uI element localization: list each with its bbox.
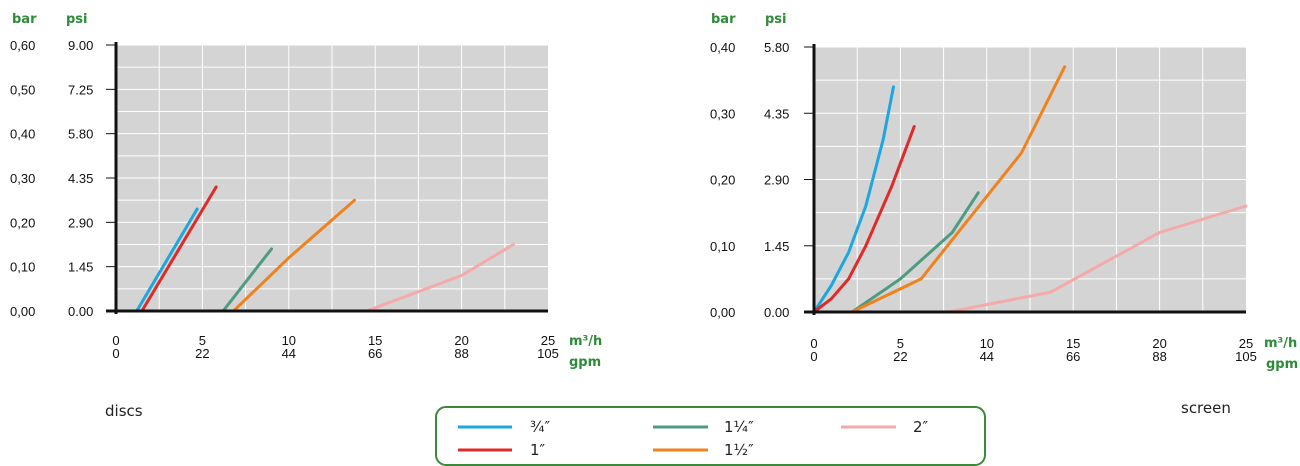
x-tick-label-m3h: 5 (199, 333, 206, 348)
x-tick-label-m3h: 15 (1066, 336, 1080, 351)
x-tick-label-gpm: 0 (112, 346, 119, 361)
y-tick-label-psi: 0.00 (68, 304, 93, 319)
x-tick-label-gpm: 0 (810, 349, 817, 364)
y-tick-label-bar: 0,10 (710, 239, 735, 254)
series-line-1½″ (232, 198, 356, 313)
tick-labels: 0,00 0.00 0,10 1.45 0,20 2.90 0,30 4.35 0,40 5.80… (710, 40, 1257, 364)
screen-chart: 0,00 0.00 0,10 1.45 0,20 2.90 0,30 4.35 0,40 5.80… (710, 12, 1298, 417)
y-tick-label-psi: 5.80 (68, 127, 93, 142)
y-unit-bar: bar (711, 12, 736, 27)
grid-lines (814, 46, 1246, 312)
x-tick-label-gpm: 22 (195, 346, 209, 361)
y-tick-label-bar: 0,10 (10, 260, 35, 275)
y-tick-label-bar: 0,40 (710, 40, 735, 55)
legend-label: 2″ (913, 418, 929, 436)
series-line-1½″ (850, 65, 1067, 314)
series-line-1″ (812, 125, 916, 314)
y-tick-label-bar: 0,00 (710, 305, 735, 320)
y-unit-psi: psi (765, 12, 787, 27)
x-tick-label-gpm: 66 (1066, 349, 1080, 364)
x-tick-label-gpm: 44 (282, 346, 296, 361)
x-tick-label-m3h: 25 (541, 333, 555, 348)
x-unit-gpm: gpm (1266, 357, 1298, 372)
y-tick-label-psi: 9.00 (68, 38, 93, 53)
series-line-2″ (365, 243, 515, 313)
discs-chart: 0,00 0.00 0,10 1.45 0,20 2.90 0,30 4.35 0,40 5.80… (10, 12, 602, 420)
x-unit-gpm: gpm (569, 355, 601, 370)
legend-label: 1¼″ (724, 418, 754, 436)
series-lines (812, 65, 1248, 314)
legend: ¾″ 1″ 1¼″ 1½″ 2″ (435, 406, 986, 466)
series-line-1¼″ (221, 247, 273, 313)
legend-box (435, 406, 986, 466)
y-tick-label-psi: 5.80 (764, 40, 789, 55)
x-unit-m3h: m³/h (569, 334, 602, 349)
y-tick-label-psi: 2.90 (764, 173, 789, 188)
y-tick-label-psi: 1.45 (764, 239, 789, 254)
series-line-1″ (140, 185, 218, 313)
y-unit-bar: bar (12, 12, 37, 27)
y-tick-label-psi: 7.25 (68, 82, 93, 97)
x-tick-label-m3h: 0 (112, 333, 119, 348)
legend-label: ¾″ (530, 418, 551, 436)
axes (804, 44, 1246, 315)
y-tick-label-psi: 4.35 (68, 171, 93, 186)
series-lines (135, 185, 515, 313)
series-line-2″ (947, 204, 1248, 314)
axes (106, 42, 548, 314)
legend-label: 1″ (530, 441, 546, 459)
y-tick-label-psi: 2.90 (68, 215, 93, 230)
y-tick-label-bar: 0,20 (10, 215, 35, 230)
series-line-1¼″ (850, 191, 980, 314)
x-tick-label-gpm: 22 (893, 349, 907, 364)
x-tick-label-m3h: 20 (454, 333, 468, 348)
x-tick-label-gpm: 88 (454, 346, 468, 361)
x-tick-label-m3h: 15 (368, 333, 382, 348)
x-tick-label-m3h: 20 (1152, 336, 1166, 351)
x-tick-label-gpm: 44 (980, 349, 994, 364)
y-tick-label-bar: 0,50 (10, 82, 35, 97)
x-tick-label-gpm: 66 (368, 346, 382, 361)
y-tick-label-psi: 0.00 (764, 305, 789, 320)
y-tick-label-bar: 0,60 (10, 38, 35, 53)
y-tick-label-bar: 0,20 (710, 173, 735, 188)
series-line-¾″ (812, 85, 895, 314)
chart-caption-screen: screen (1181, 399, 1231, 417)
chart-caption-discs: discs (105, 402, 143, 420)
x-tick-label-m3h: 0 (810, 336, 817, 351)
x-unit-m3h: m³/h (1264, 336, 1297, 351)
x-tick-label-m3h: 5 (897, 336, 904, 351)
x-tick-label-gpm: 105 (1235, 349, 1257, 364)
y-tick-label-psi: 4.35 (764, 106, 789, 121)
x-tick-label-m3h: 10 (980, 336, 994, 351)
y-tick-label-bar: 0,00 (10, 304, 35, 319)
series-line-¾″ (135, 207, 199, 313)
tick-labels: 0,00 0.00 0,10 1.45 0,20 2.90 0,30 4.35 0,40 5.80… (10, 38, 559, 361)
y-tick-label-psi: 1.45 (68, 260, 93, 275)
y-tick-label-bar: 0,30 (10, 171, 35, 186)
x-tick-label-m3h: 25 (1239, 336, 1253, 351)
legend-label: 1½″ (724, 441, 754, 459)
x-tick-label-m3h: 10 (282, 333, 296, 348)
x-tick-label-gpm: 105 (537, 346, 559, 361)
y-tick-label-bar: 0,30 (710, 106, 735, 121)
x-tick-label-gpm: 88 (1152, 349, 1166, 364)
y-tick-label-bar: 0,40 (10, 127, 35, 142)
y-unit-psi: psi (66, 12, 88, 27)
